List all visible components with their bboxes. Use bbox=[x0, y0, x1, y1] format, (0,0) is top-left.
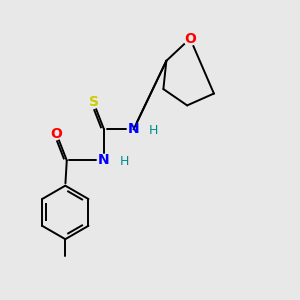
Text: N: N bbox=[98, 153, 110, 167]
Text: H: H bbox=[149, 124, 159, 137]
Text: H: H bbox=[119, 155, 129, 168]
Text: N: N bbox=[128, 122, 140, 136]
Text: S: S bbox=[88, 95, 98, 110]
Text: O: O bbox=[184, 32, 196, 46]
Text: O: O bbox=[50, 127, 62, 141]
